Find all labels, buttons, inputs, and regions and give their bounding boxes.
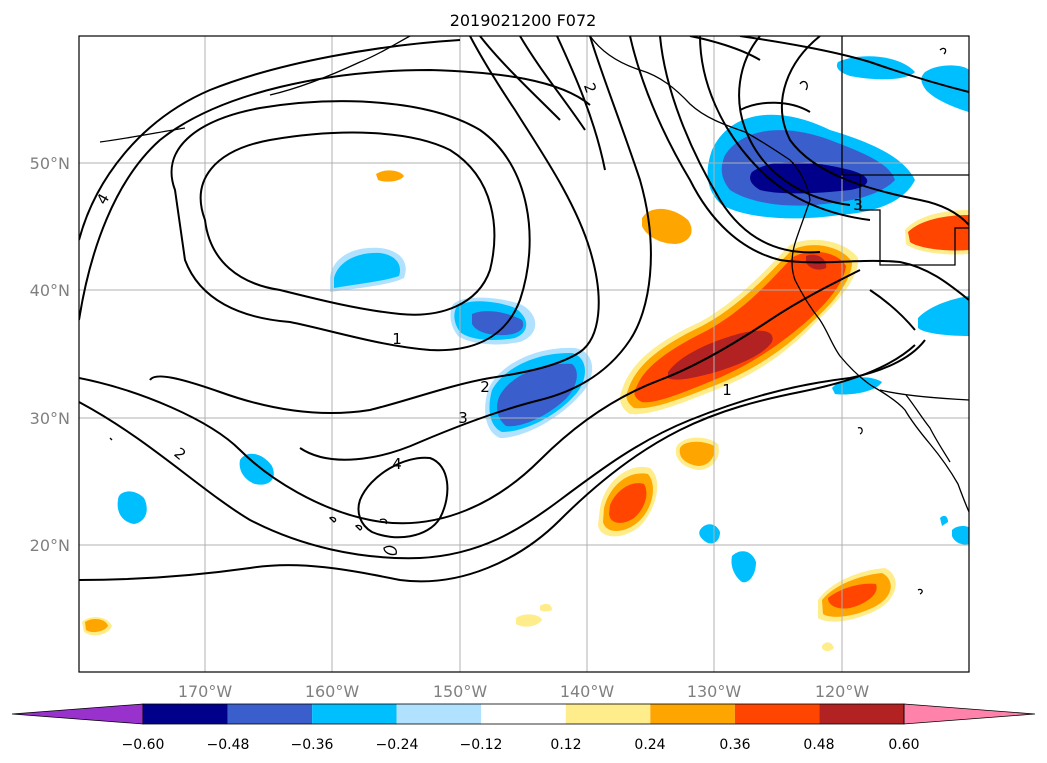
colorbar-segment (819, 704, 904, 724)
colorbar-extend-low (11, 703, 144, 725)
colorbar-segments (11, 703, 1036, 725)
lat-label: 40°N (30, 281, 70, 300)
colorbar-tick-labels: −0.60 −0.48 −0.36 −0.24 −0.12 0.12 0.24 … (122, 737, 920, 753)
colorbar-tick-label: −0.60 (122, 737, 165, 753)
shaded-anomaly-fields (82, 56, 969, 651)
colorbar-tick-label: −0.36 (291, 737, 334, 753)
map-area (79, 36, 969, 672)
contour-label: 1 (722, 381, 732, 399)
colorbar-tick-label: 0.36 (719, 737, 750, 753)
colorbar-segment (143, 704, 228, 724)
latitude-labels: 50°N 40°N 30°N 20°N (30, 154, 70, 555)
colorbar: −0.60 −0.48 −0.36 −0.24 −0.12 0.12 0.24 … (11, 703, 1036, 753)
lat-label: 20°N (30, 536, 70, 555)
colorbar-tick-label: 0.60 (888, 737, 919, 753)
longitude-labels: 170°W 160°W 150°W 140°W 130°W 120°W (178, 682, 870, 701)
lon-label: 170°W (178, 682, 233, 701)
contour-lines (79, 36, 969, 583)
colorbar-segment (734, 704, 820, 724)
lon-label: 150°W (433, 682, 488, 701)
lat-label: 30°N (30, 409, 70, 428)
contour-label: 3 (458, 409, 468, 427)
map-title: 2019021200 F072 (450, 11, 597, 30)
colorbar-tick-label: 0.48 (803, 737, 834, 753)
lon-label: 130°W (687, 682, 742, 701)
colorbar-segment (650, 704, 735, 724)
colorbar-segment (227, 704, 313, 724)
contour-label: 4 (392, 455, 402, 473)
lat-label: 50°N (30, 154, 70, 173)
colorbar-segment (312, 704, 397, 724)
colorbar-frame (142, 703, 905, 725)
colorbar-tick-label: 0.24 (634, 737, 665, 753)
colorbar-segment (481, 704, 566, 724)
lon-label: 160°W (305, 682, 360, 701)
colorbar-tick-label: −0.48 (207, 737, 250, 753)
colorbar-segment (565, 704, 651, 724)
colorbar-segment (396, 704, 482, 724)
colorbar-tick-label: −0.12 (460, 737, 503, 753)
lon-label: 120°W (815, 682, 870, 701)
contour-label: 3 (853, 196, 863, 214)
colorbar-tick-label: 0.12 (550, 737, 581, 753)
colorbar-tick-label: −0.24 (376, 737, 419, 753)
coastlines (99, 36, 969, 595)
contour-label: 1 (392, 330, 402, 348)
colorbar-extend-high (903, 703, 1036, 725)
lon-label: 140°W (560, 682, 615, 701)
contour-label: 2 (480, 378, 490, 396)
map-frame (78, 35, 970, 673)
